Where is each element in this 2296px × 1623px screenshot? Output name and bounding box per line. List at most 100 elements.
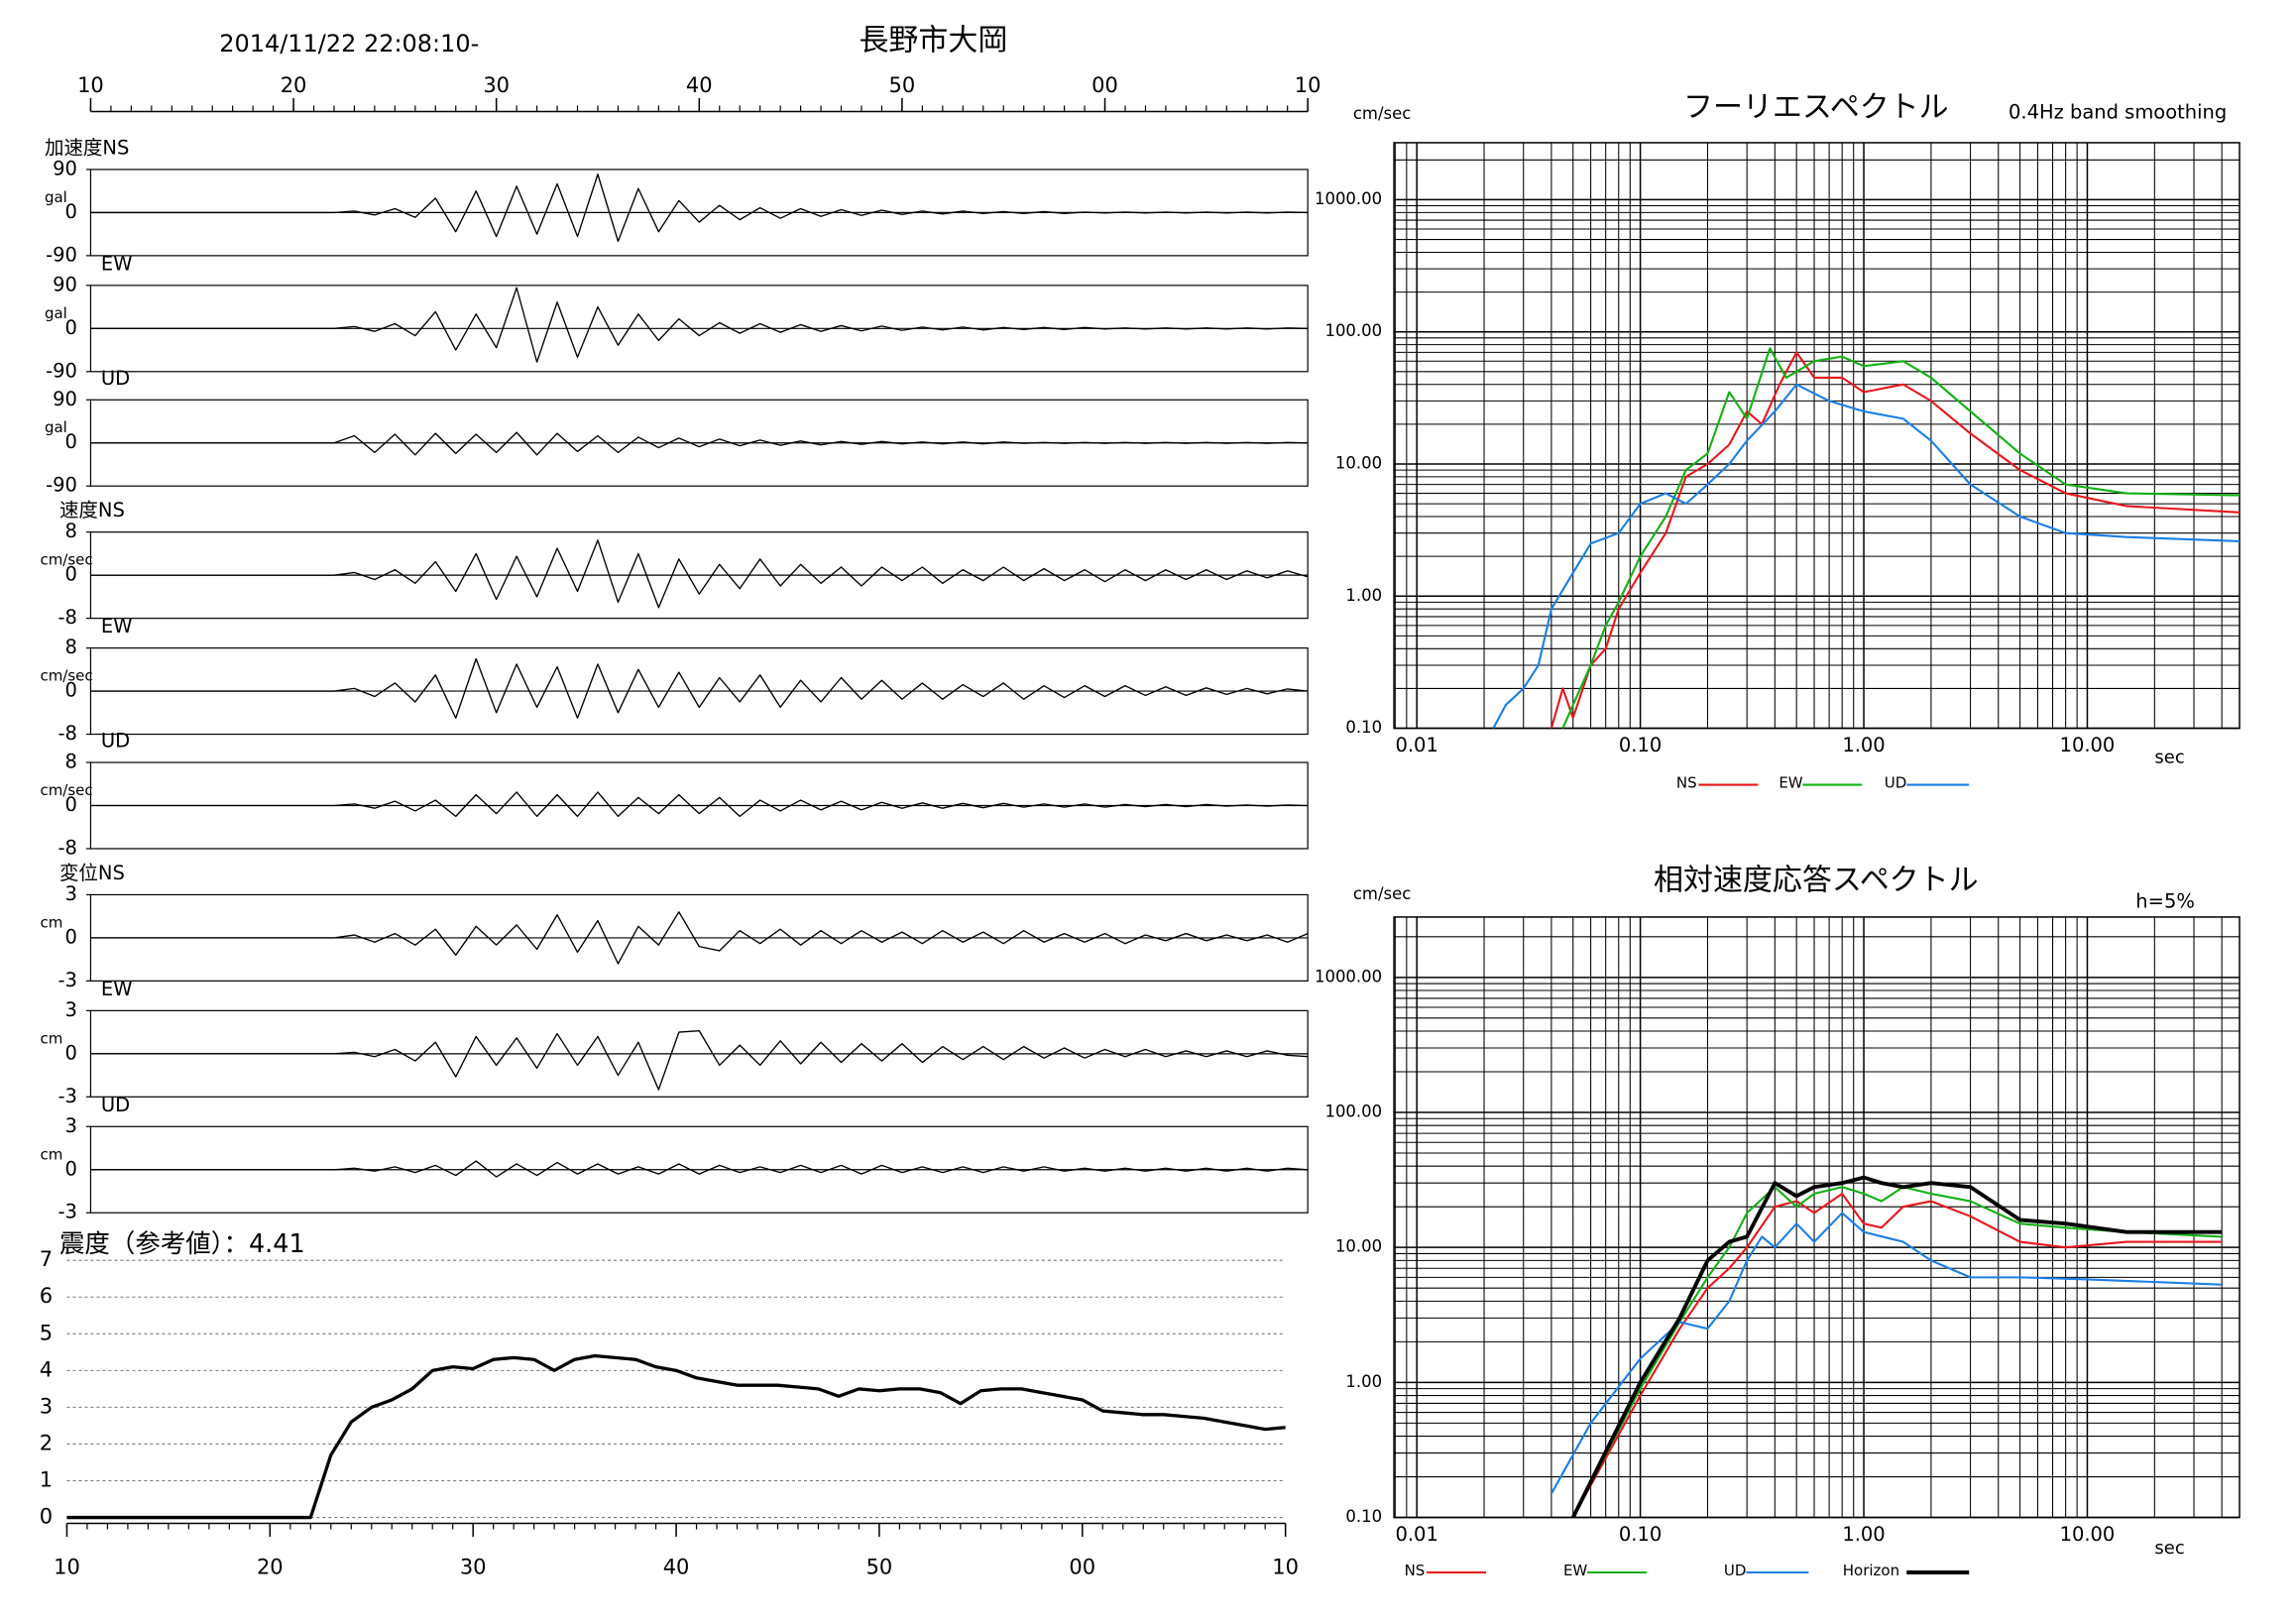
waveform xyxy=(90,539,1309,609)
annotation: h=5% xyxy=(2135,889,2195,912)
waveform xyxy=(90,287,1309,363)
y-tick-label: -3 xyxy=(58,1085,77,1107)
x-tick-label: 50 xyxy=(889,73,916,97)
y-tick-label: 0 xyxy=(40,1505,53,1529)
y-tick-label: 0 xyxy=(65,793,77,816)
legend-label: EW xyxy=(1779,774,1802,792)
y-tick-label: 4 xyxy=(40,1357,53,1381)
y-tick-label: 2 xyxy=(40,1431,53,1454)
legend-label: NS xyxy=(1676,774,1697,792)
x-tick-label: 1.00 xyxy=(1842,1523,1885,1546)
x-tick-label: 40 xyxy=(686,73,713,97)
intensity-title: 震度（参考値）：4.41 xyxy=(59,1229,305,1259)
y-tick-label: -90 xyxy=(46,243,77,266)
y-tick-label: 0.10 xyxy=(1345,1507,1382,1526)
unit-label: cm xyxy=(40,913,62,931)
unit-label: gal xyxy=(45,188,67,206)
y-tick-label: 5 xyxy=(40,1321,53,1344)
y-tick-label: 3 xyxy=(65,882,77,905)
x-tick-label: 10.00 xyxy=(2060,734,2116,756)
trace-label: 加速度NS xyxy=(45,136,129,159)
y-tick-label: 1 xyxy=(40,1467,53,1491)
spectrum-line xyxy=(1570,1175,2223,1518)
y-tick-label: 1.00 xyxy=(1345,586,1382,605)
x-tick-label: 0.01 xyxy=(1395,1523,1437,1546)
y-tick-label: 0 xyxy=(65,1041,77,1064)
waveform xyxy=(90,657,1309,719)
spectrum-line xyxy=(1571,1192,2223,1518)
y-tick-label: 1000.00 xyxy=(1315,967,1382,985)
y-tick-label: 10.00 xyxy=(1335,453,1382,472)
y-tick-label: 8 xyxy=(65,520,77,542)
y-tick-label: -8 xyxy=(58,836,77,859)
trace-label: UD xyxy=(101,730,130,753)
intensity-line xyxy=(66,1353,1286,1520)
waveform xyxy=(90,911,1309,965)
y-tick-label: -3 xyxy=(58,969,77,991)
unit-label: cm xyxy=(40,1029,62,1047)
x-axis-label: sec xyxy=(2154,748,2184,768)
plot-frame xyxy=(1393,142,2240,730)
y-tick-label: 8 xyxy=(65,636,77,658)
waveform xyxy=(90,1029,1309,1091)
trace-label: 変位NS xyxy=(59,862,125,884)
trace-label: 速度NS xyxy=(59,499,125,522)
waveform xyxy=(90,174,1309,243)
x-tick-label: 30 xyxy=(460,1556,487,1579)
x-tick-label: 10 xyxy=(1272,1556,1299,1579)
spectrum-line xyxy=(1550,1212,2223,1495)
y-tick-label: 0 xyxy=(65,563,77,586)
chart-subtitle: 2014/11/22 22:08:10- xyxy=(219,30,479,58)
trace-label: EW xyxy=(101,978,133,1000)
y-tick-label: 90 xyxy=(53,157,77,179)
y-tick-label: 0 xyxy=(65,1157,77,1180)
x-tick-label: 1.00 xyxy=(1842,734,1885,756)
y-tick-label: -8 xyxy=(58,722,77,745)
fourier-title: フーリエスペクトル xyxy=(1683,90,1949,125)
y-tick-label: 1000.00 xyxy=(1315,189,1382,208)
legend-label: EW xyxy=(1563,1562,1587,1579)
spectrum-line xyxy=(1561,347,2240,729)
unit-label: cm xyxy=(40,1145,62,1163)
response-title: 相対速度応答スペクトル xyxy=(1654,863,1979,897)
x-tick-label: 20 xyxy=(281,73,307,97)
x-tick-label: 0.10 xyxy=(1619,1523,1662,1546)
y-tick-label: 0 xyxy=(65,316,77,339)
y-tick-label: 0 xyxy=(65,430,77,453)
trace-label: UD xyxy=(101,1094,130,1116)
trace-label: EW xyxy=(101,252,133,275)
waveform xyxy=(90,431,1309,456)
unit-label: gal xyxy=(45,304,67,322)
y-tick-label: -90 xyxy=(46,474,77,497)
trace-label: UD xyxy=(101,367,130,390)
y-tick-label: 3 xyxy=(40,1394,53,1418)
y-tick-label: 100.00 xyxy=(1324,1102,1382,1121)
y-tick-label: 0 xyxy=(65,679,77,702)
y-tick-label: -8 xyxy=(58,606,77,629)
unit-label: cm/sec xyxy=(40,551,92,569)
y-tick-label: 7 xyxy=(40,1247,53,1271)
y-axis-label: cm/sec xyxy=(1353,884,1411,903)
x-tick-label: 00 xyxy=(1069,1556,1095,1579)
y-tick-label: 3 xyxy=(65,998,77,1021)
y-tick-label: 8 xyxy=(65,751,77,773)
spectrum-line xyxy=(1492,383,2240,729)
x-tick-label: 0.01 xyxy=(1395,734,1437,756)
y-tick-label: 10.00 xyxy=(1335,1237,1382,1256)
y-tick-label: 0 xyxy=(65,200,77,223)
plot-frame xyxy=(1393,916,2240,1519)
y-axis-label: cm/sec xyxy=(1353,104,1411,123)
y-tick-label: 90 xyxy=(53,273,77,295)
x-tick-label: 10.00 xyxy=(2060,1523,2116,1546)
x-tick-label: 40 xyxy=(663,1556,690,1579)
waveform xyxy=(90,791,1309,818)
x-tick-label: 10 xyxy=(54,1556,80,1579)
legend-label: UD xyxy=(1724,1562,1747,1579)
legend-label: NS xyxy=(1405,1562,1426,1579)
y-tick-label: 1.00 xyxy=(1345,1372,1382,1391)
waveform xyxy=(90,1160,1309,1178)
unit-label: cm/sec xyxy=(40,781,92,799)
x-axis-label: sec xyxy=(2154,1538,2184,1559)
y-tick-label: 90 xyxy=(53,388,77,410)
